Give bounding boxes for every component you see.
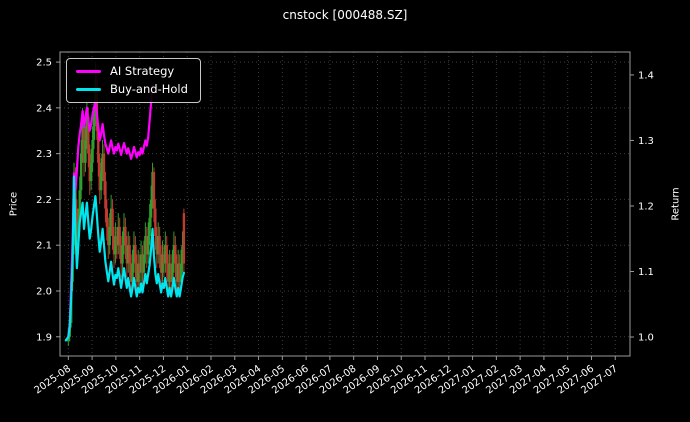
y-axis-left: 1.9 2.0 2.1 2.2 2.3 2.4 2.5 bbox=[36, 58, 60, 343]
legend-label-ai-strategy: AI Strategy bbox=[110, 64, 175, 78]
y-tick-label-left: 2.5 bbox=[36, 58, 52, 69]
y-tick-label-left: 1.9 bbox=[36, 332, 52, 343]
y-tick-label-right: 1.0 bbox=[638, 333, 654, 344]
y-tick-label-left: 2.0 bbox=[36, 286, 52, 297]
y-axis-right: 1.0 1.1 1.2 1.3 1.4 bbox=[630, 70, 654, 344]
buy-and-hold-line-swatch bbox=[76, 87, 101, 91]
y-tick-label-right: 1.1 bbox=[638, 267, 654, 278]
legend-label-buy-and-hold: Buy-and-Hold bbox=[110, 81, 188, 96]
legend-item-buy-and-hold: Buy-and-Hold bbox=[76, 81, 188, 96]
y-tick-label-left: 2.4 bbox=[36, 103, 52, 114]
y-tick-label-right: 1.4 bbox=[638, 70, 654, 81]
ai-strategy-line-swatch bbox=[76, 70, 101, 74]
y-axis-label-return: Return bbox=[670, 187, 682, 221]
legend: AI Strategy Buy-and-Hold bbox=[66, 58, 201, 103]
y-axis-label-price: Price bbox=[8, 191, 20, 217]
grid-layer bbox=[60, 52, 630, 356]
buy-and-hold-line bbox=[64, 175, 185, 342]
ai-strategy-line bbox=[64, 83, 154, 342]
legend-item-ai-strategy: AI Strategy bbox=[76, 64, 188, 78]
chart-title: cnstock [000488.SZ] bbox=[282, 8, 408, 22]
y-tick-label-left: 2.1 bbox=[36, 241, 52, 252]
y-tick-label-left: 2.2 bbox=[36, 195, 52, 206]
x-axis: 2025-082025-092025-102025-112025-122026-… bbox=[32, 356, 620, 396]
y-tick-label-right: 1.3 bbox=[638, 136, 654, 147]
y-tick-label-right: 1.2 bbox=[638, 201, 654, 212]
plot-border bbox=[59, 51, 631, 357]
y-tick-label-left: 2.3 bbox=[36, 149, 52, 160]
